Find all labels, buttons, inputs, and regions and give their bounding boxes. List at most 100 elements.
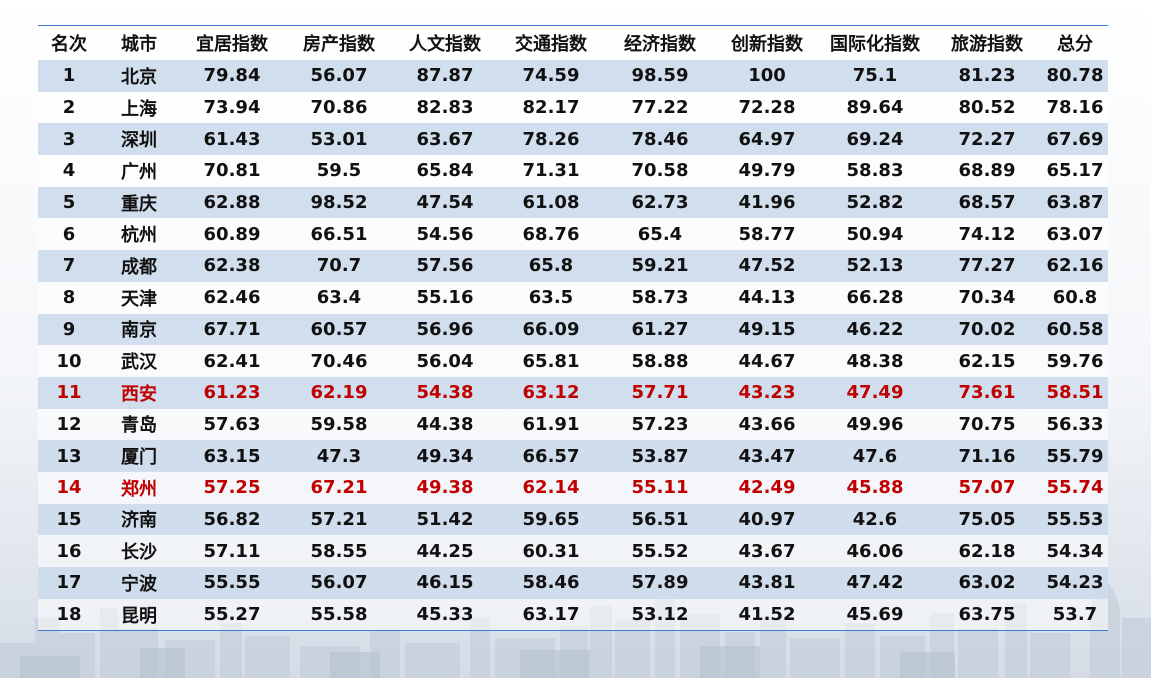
cell-livability: 70.81	[178, 155, 286, 187]
cell-livability: 55.55	[178, 567, 286, 599]
cell-rank: 2	[38, 91, 100, 124]
cell-transport: 78.26	[498, 123, 604, 156]
cell-economy: 98.59	[604, 60, 716, 92]
cell-innovation: 43.81	[716, 567, 818, 599]
cell-transport: 82.17	[498, 91, 604, 124]
cell-rank: 16	[38, 535, 100, 567]
table-row: 10 武汉 62.41 70.46 56.04 65.81 58.88 44.67 48.38 6…	[38, 345, 1108, 377]
cell-livability: 62.46	[178, 281, 286, 314]
cell-city: 宁波	[100, 567, 178, 599]
cell-internationalization: 75.1	[818, 60, 932, 92]
table-row: 5 重庆 62.88 98.52 47.54 61.08 62.73 41.96 52.82 68…	[38, 186, 1108, 219]
cell-culture: 82.83	[392, 91, 498, 124]
cell-livability: 61.23	[178, 376, 286, 409]
cell-tourism: 68.89	[932, 155, 1042, 187]
cell-city: 上海	[100, 91, 178, 124]
cell-rank: 10	[38, 345, 100, 377]
cell-livability: 63.15	[178, 440, 286, 472]
cell-tourism: 81.23	[932, 60, 1042, 92]
cell-tourism: 57.07	[932, 471, 1042, 504]
cell-innovation: 64.97	[716, 123, 818, 156]
cell-internationalization: 58.83	[818, 155, 932, 187]
cell-livability: 62.38	[178, 250, 286, 282]
cell-culture: 44.38	[392, 408, 498, 441]
cell-innovation: 44.13	[716, 281, 818, 314]
cell-economy: 56.51	[604, 503, 716, 536]
cell-transport: 68.76	[498, 218, 604, 251]
cell-total: 55.74	[1042, 471, 1108, 504]
table-row: 3 深圳 61.43 53.01 63.67 78.26 78.46 64.97 69.24 72…	[38, 123, 1108, 156]
cell-innovation: 41.52	[716, 598, 818, 631]
cell-internationalization: 89.64	[818, 91, 932, 124]
cell-property: 59.58	[286, 408, 392, 441]
cell-city: 武汉	[100, 345, 178, 377]
cell-economy: 70.58	[604, 155, 716, 187]
cell-culture: 63.67	[392, 123, 498, 156]
cell-economy: 62.73	[604, 186, 716, 219]
cell-total: 53.7	[1042, 598, 1108, 631]
cell-livability: 61.43	[178, 123, 286, 156]
table-top-rule	[38, 25, 1108, 26]
cell-economy: 57.23	[604, 408, 716, 441]
cell-transport: 58.46	[498, 567, 604, 599]
cell-innovation: 58.77	[716, 218, 818, 251]
cell-innovation: 47.52	[716, 250, 818, 282]
cell-economy: 55.11	[604, 471, 716, 504]
cell-total: 54.34	[1042, 535, 1108, 567]
cell-rank: 13	[38, 440, 100, 472]
cell-city: 长沙	[100, 535, 178, 567]
header-livability-index: 宜居指数	[196, 34, 268, 55]
cell-innovation: 43.47	[716, 440, 818, 472]
cell-innovation: 42.49	[716, 471, 818, 504]
table-row: 14 郑州 57.25 67.21 49.38 62.14 55.11 42.49 45.88 5…	[38, 471, 1108, 504]
cell-innovation: 49.79	[716, 155, 818, 187]
cell-internationalization: 66.28	[818, 281, 932, 314]
cell-transport: 62.14	[498, 471, 604, 504]
cell-internationalization: 47.42	[818, 567, 932, 599]
cell-internationalization: 46.22	[818, 313, 932, 346]
cell-city: 青岛	[100, 408, 178, 441]
cell-total: 56.33	[1042, 408, 1108, 441]
cell-transport: 66.09	[498, 313, 604, 346]
cell-economy: 59.21	[604, 250, 716, 282]
header-internationalization-index: 国际化指数	[830, 34, 920, 55]
cell-livability: 62.88	[178, 186, 286, 219]
cell-economy: 61.27	[604, 313, 716, 346]
header-property-index: 房产指数	[303, 34, 375, 55]
cell-innovation: 43.23	[716, 376, 818, 409]
cell-livability: 62.41	[178, 345, 286, 377]
cell-economy: 58.88	[604, 345, 716, 377]
cell-city: 西安	[100, 376, 178, 409]
cell-rank: 14	[38, 471, 100, 504]
cell-total: 78.16	[1042, 91, 1108, 124]
table-row: 17 宁波 55.55 56.07 46.15 58.46 57.89 43.81 47.42 6…	[38, 567, 1108, 599]
cell-internationalization: 52.13	[818, 250, 932, 282]
cell-culture: 54.56	[392, 218, 498, 251]
cell-total: 63.07	[1042, 218, 1108, 251]
cell-tourism: 68.57	[932, 186, 1042, 219]
city-index-table: 名次 城市 宜居指数 房产指数 人文指数 交通指数 经济指数 创新指数 国际化指…	[38, 26, 1108, 631]
cell-total: 60.58	[1042, 313, 1108, 346]
cell-tourism: 63.75	[932, 598, 1042, 631]
cell-culture: 65.84	[392, 155, 498, 187]
table-bottom-rule	[38, 630, 1108, 632]
cell-culture: 87.87	[392, 60, 498, 92]
table-row: 6 杭州 60.89 66.51 54.56 68.76 65.4 58.77 50.94 74.…	[38, 218, 1108, 251]
cell-rank: 4	[38, 155, 100, 187]
cell-internationalization: 42.6	[818, 503, 932, 536]
header-tourism-index: 旅游指数	[951, 34, 1023, 55]
cell-culture: 55.16	[392, 281, 498, 314]
cell-economy: 58.73	[604, 281, 716, 314]
cell-property: 57.21	[286, 503, 392, 536]
cell-rank: 5	[38, 186, 100, 219]
cell-livability: 60.89	[178, 218, 286, 251]
cell-property: 56.07	[286, 60, 392, 92]
cell-culture: 56.04	[392, 345, 498, 377]
cell-property: 98.52	[286, 186, 392, 219]
table-row: 18 昆明 55.27 55.58 45.33 63.17 53.12 41.52 45.69 6…	[38, 598, 1108, 631]
cell-tourism: 77.27	[932, 250, 1042, 282]
cell-tourism: 72.27	[932, 123, 1042, 156]
cell-total: 58.51	[1042, 376, 1108, 409]
cell-transport: 63.17	[498, 598, 604, 631]
table-row: 13 厦门 63.15 47.3 49.34 66.57 53.87 43.47 47.6 71.…	[38, 440, 1108, 472]
